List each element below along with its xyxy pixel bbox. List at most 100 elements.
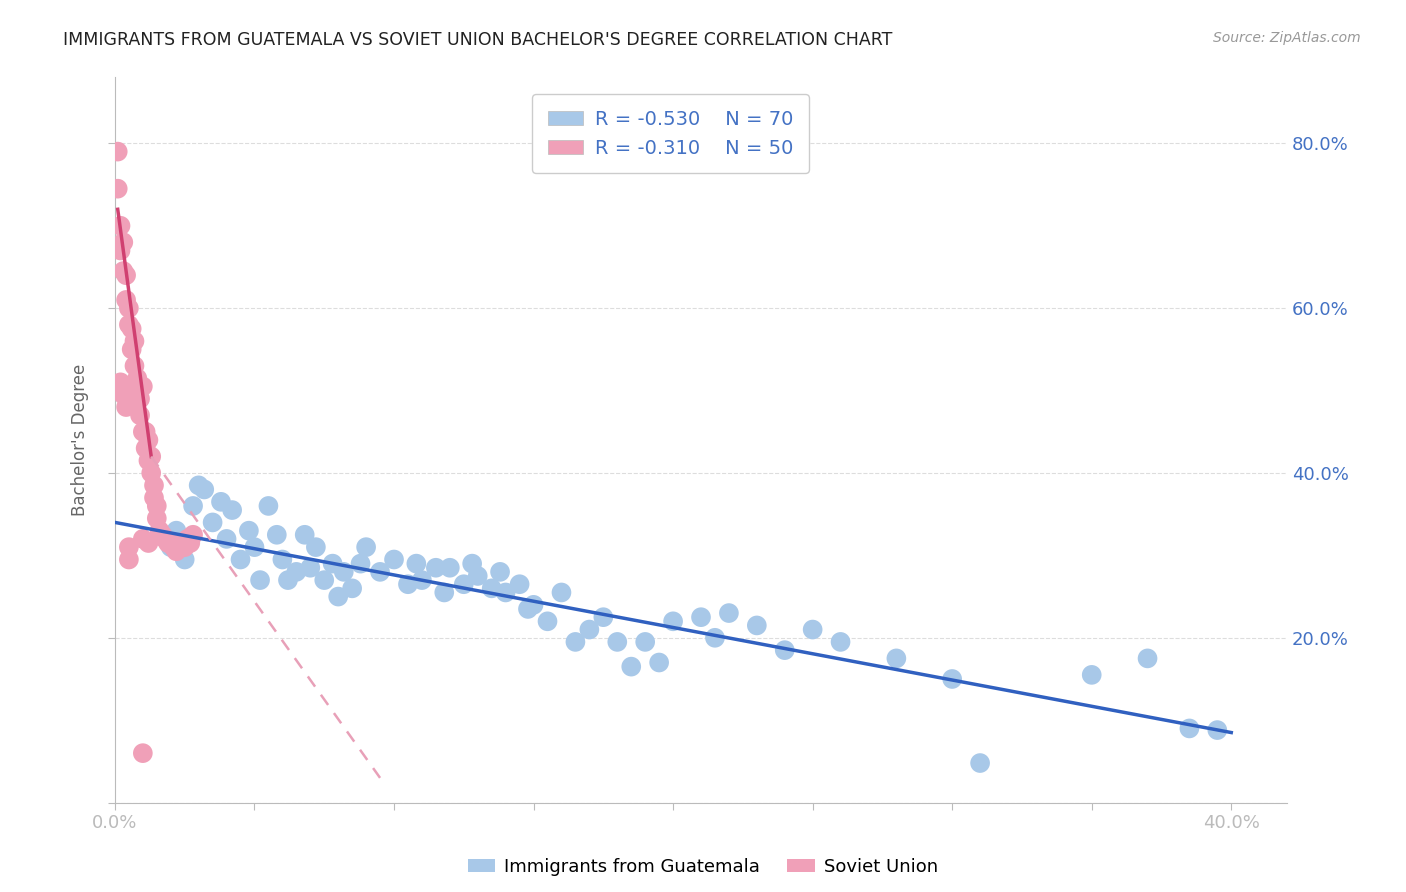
Point bbox=[229, 552, 252, 566]
Point bbox=[396, 577, 419, 591]
Point bbox=[146, 499, 169, 513]
Point bbox=[107, 182, 129, 196]
Point bbox=[141, 466, 163, 480]
Point bbox=[141, 450, 163, 464]
Point bbox=[132, 532, 155, 546]
Point bbox=[118, 301, 141, 315]
Point bbox=[690, 610, 713, 624]
Point bbox=[704, 631, 727, 645]
Point bbox=[132, 746, 155, 760]
Point bbox=[328, 590, 350, 604]
Point bbox=[662, 615, 685, 629]
Point bbox=[110, 244, 132, 258]
Point bbox=[149, 524, 172, 538]
Point bbox=[135, 442, 157, 456]
Point bbox=[453, 577, 475, 591]
Point bbox=[411, 573, 433, 587]
Point bbox=[314, 573, 336, 587]
Point bbox=[294, 528, 316, 542]
Point bbox=[354, 540, 377, 554]
Point bbox=[606, 635, 628, 649]
Point bbox=[1206, 723, 1229, 737]
Point bbox=[285, 565, 308, 579]
Point bbox=[941, 672, 963, 686]
Point bbox=[333, 565, 356, 579]
Point bbox=[129, 392, 152, 406]
Point bbox=[830, 635, 852, 649]
Point bbox=[209, 495, 232, 509]
Point bbox=[773, 643, 796, 657]
Point bbox=[425, 560, 447, 574]
Point bbox=[517, 602, 540, 616]
Point bbox=[143, 478, 166, 492]
Y-axis label: Bachelor's Degree: Bachelor's Degree bbox=[72, 364, 89, 516]
Point bbox=[495, 585, 517, 599]
Legend: Immigrants from Guatemala, Soviet Union: Immigrants from Guatemala, Soviet Union bbox=[461, 851, 945, 883]
Point bbox=[135, 425, 157, 439]
Point bbox=[201, 516, 224, 530]
Point bbox=[536, 615, 558, 629]
Point bbox=[132, 425, 155, 439]
Point bbox=[129, 409, 152, 423]
Point bbox=[243, 540, 266, 554]
Point bbox=[550, 585, 572, 599]
Point bbox=[745, 618, 768, 632]
Point bbox=[118, 540, 141, 554]
Point bbox=[257, 499, 280, 513]
Point bbox=[969, 756, 991, 770]
Point bbox=[481, 582, 503, 596]
Point bbox=[305, 540, 328, 554]
Point bbox=[322, 557, 344, 571]
Legend: R = -0.530    N = 70, R = -0.310    N = 50: R = -0.530 N = 70, R = -0.310 N = 50 bbox=[533, 95, 808, 173]
Point bbox=[162, 540, 184, 554]
Point bbox=[801, 623, 824, 637]
Point bbox=[717, 606, 740, 620]
Point bbox=[439, 560, 461, 574]
Point bbox=[143, 491, 166, 505]
Point bbox=[271, 552, 294, 566]
Point bbox=[173, 540, 195, 554]
Point bbox=[115, 293, 138, 307]
Point bbox=[112, 264, 135, 278]
Point bbox=[165, 544, 187, 558]
Point bbox=[1136, 651, 1159, 665]
Point bbox=[1080, 668, 1102, 682]
Point bbox=[153, 532, 176, 546]
Point bbox=[266, 528, 288, 542]
Point bbox=[592, 610, 614, 624]
Point bbox=[187, 478, 209, 492]
Point bbox=[124, 359, 146, 373]
Point bbox=[238, 524, 260, 538]
Point bbox=[433, 585, 456, 599]
Point bbox=[215, 532, 238, 546]
Point bbox=[167, 540, 190, 554]
Point bbox=[124, 334, 146, 348]
Point bbox=[176, 532, 198, 546]
Point bbox=[138, 453, 160, 467]
Point bbox=[461, 557, 484, 571]
Point bbox=[405, 557, 427, 571]
Point bbox=[115, 400, 138, 414]
Point bbox=[110, 376, 132, 390]
Point bbox=[179, 536, 201, 550]
Point bbox=[193, 483, 215, 497]
Point bbox=[110, 219, 132, 233]
Point bbox=[121, 322, 143, 336]
Point bbox=[620, 659, 643, 673]
Point bbox=[249, 573, 271, 587]
Point bbox=[221, 503, 243, 517]
Point bbox=[138, 536, 160, 550]
Point bbox=[121, 343, 143, 357]
Point bbox=[150, 528, 173, 542]
Point bbox=[112, 387, 135, 401]
Point bbox=[112, 235, 135, 250]
Point bbox=[127, 371, 149, 385]
Point bbox=[489, 565, 512, 579]
Point bbox=[159, 540, 181, 554]
Point bbox=[1178, 722, 1201, 736]
Point bbox=[181, 499, 204, 513]
Point bbox=[564, 635, 586, 649]
Point bbox=[522, 598, 544, 612]
Point bbox=[467, 569, 489, 583]
Point bbox=[509, 577, 531, 591]
